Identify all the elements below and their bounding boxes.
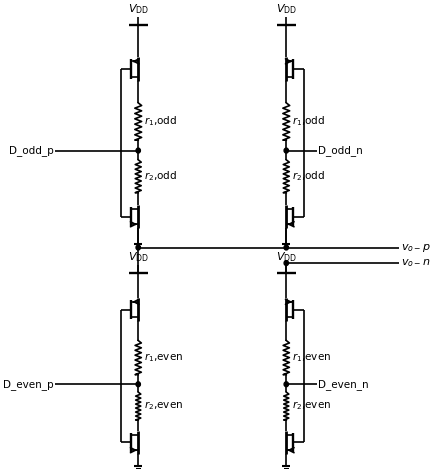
Text: $V_{\rm DD}$: $V_{\rm DD}$ — [276, 250, 297, 264]
Text: $v_{o-}p$: $v_{o-}p$ — [401, 242, 431, 253]
Circle shape — [136, 382, 140, 387]
Text: $V_{\rm DD}$: $V_{\rm DD}$ — [276, 2, 297, 16]
Circle shape — [284, 245, 289, 250]
Text: D_even_p: D_even_p — [3, 379, 54, 390]
Text: D_even_n: D_even_n — [319, 379, 369, 390]
Text: $r_2$,odd: $r_2$,odd — [293, 169, 326, 183]
Text: $r_1$,even: $r_1$,even — [145, 351, 184, 364]
Text: $v_{o-}n$: $v_{o-}n$ — [401, 257, 431, 269]
Text: $r_1$,odd: $r_1$,odd — [145, 115, 178, 128]
Circle shape — [136, 245, 140, 250]
Circle shape — [136, 148, 140, 153]
Text: $r_2$,even: $r_2$,even — [145, 400, 184, 413]
Text: $V_{\rm DD}$: $V_{\rm DD}$ — [128, 2, 149, 16]
Text: $r_1$,even: $r_1$,even — [293, 351, 332, 364]
Text: D_odd_n: D_odd_n — [319, 145, 363, 156]
Circle shape — [284, 382, 289, 387]
Text: $r_2$,even: $r_2$,even — [293, 400, 332, 413]
Text: $r_1$,odd: $r_1$,odd — [293, 115, 326, 128]
Circle shape — [284, 148, 289, 153]
Text: D_odd_p: D_odd_p — [9, 145, 54, 156]
Text: $r_2$,odd: $r_2$,odd — [145, 169, 178, 183]
Text: $V_{\rm DD}$: $V_{\rm DD}$ — [128, 250, 149, 264]
Circle shape — [284, 261, 289, 266]
